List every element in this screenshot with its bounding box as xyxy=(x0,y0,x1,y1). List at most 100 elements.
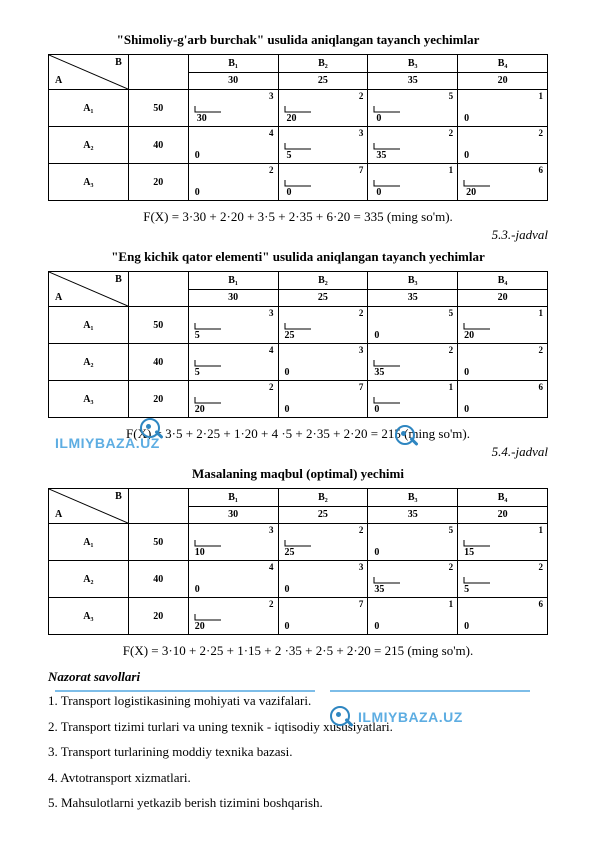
alloc: 0 xyxy=(374,404,379,415)
alloc: 0 xyxy=(464,113,469,124)
question-1: 1. Transport logistikasining mohiyati va… xyxy=(48,691,548,711)
diag-A: A xyxy=(55,509,62,520)
hdr-b3: B₃ xyxy=(368,272,458,290)
diag-A: A xyxy=(55,75,62,86)
alloc: 0 xyxy=(464,150,469,161)
cell: 20 xyxy=(458,344,548,381)
cell: 1 20 xyxy=(458,307,548,344)
alloc: 0 xyxy=(195,187,200,198)
cost: 6 xyxy=(539,165,544,175)
cap-b4: 20 xyxy=(458,289,548,307)
supply-a1: 50 xyxy=(128,524,188,561)
cap-b3: 35 xyxy=(368,72,458,90)
hdr-b4: B₄ xyxy=(458,272,548,290)
cost: 3 xyxy=(269,91,274,101)
cap-b1: 30 xyxy=(188,72,278,90)
table-row: A₃ 20 220 70 10 60 xyxy=(49,598,548,635)
cell: 235 xyxy=(368,344,458,381)
cost: 3 xyxy=(269,525,274,535)
hdr-b2: B₂ xyxy=(278,272,368,290)
spacer xyxy=(128,272,188,307)
alloc: 0 xyxy=(464,404,469,415)
cell: 35 xyxy=(188,307,278,344)
cell: 45 xyxy=(188,344,278,381)
table-row: A₁ 50 330 220 50 10 xyxy=(49,90,548,127)
cell: 30 xyxy=(278,344,368,381)
alloc: 0 xyxy=(195,150,200,161)
formula-1: F(X) = 3·30 + 2·20 + 3·5 + 2·35 + 6·20 =… xyxy=(48,209,548,225)
cell: 235 xyxy=(368,127,458,164)
cell: 10 xyxy=(458,90,548,127)
diag-header: A B xyxy=(49,55,129,90)
caption-1: 5.3.-jadval xyxy=(48,227,548,243)
diag-header: A B xyxy=(49,489,129,524)
alloc: 20 xyxy=(464,330,474,341)
alloc: 25 xyxy=(285,547,295,558)
hdr-b4: B₄ xyxy=(458,489,548,507)
cost: 4 xyxy=(269,128,274,138)
table-row: A₂ 40 45 30 235 20 xyxy=(49,344,548,381)
cost: 2 xyxy=(269,165,274,175)
row-a3: A₃ xyxy=(49,381,129,418)
title-3: Masalaning maqbul (optimal) yechimi xyxy=(48,466,548,482)
table-row: A₃ 20 220 70 10 60 xyxy=(49,381,548,418)
table-row: A₂ 40 40 30 235 25 xyxy=(49,561,548,598)
cell: 225 xyxy=(278,524,368,561)
cell: 60 xyxy=(458,381,548,418)
cell: 220 xyxy=(278,90,368,127)
caption-2: 5.4.-jadval xyxy=(48,444,548,460)
alloc: 0 xyxy=(374,330,379,341)
cell: 20 xyxy=(188,164,278,201)
alloc: 5 xyxy=(195,367,200,378)
row-a2: A₂ xyxy=(49,127,129,164)
alloc: 0 xyxy=(376,113,381,124)
cell: 10 xyxy=(368,381,458,418)
supply-a1: 50 xyxy=(128,90,188,127)
diag-A: A xyxy=(55,292,62,303)
supply-a3: 20 xyxy=(128,598,188,635)
cost: 1 xyxy=(539,91,544,101)
hdr-b1: B₁ xyxy=(188,489,278,507)
alloc: 0 xyxy=(287,187,292,198)
cell: 620 xyxy=(458,164,548,201)
alloc: 20 xyxy=(195,621,205,632)
cost: 1 xyxy=(539,308,544,318)
alloc: 10 xyxy=(195,547,205,558)
alloc: 25 xyxy=(285,330,295,341)
alloc: 30 xyxy=(197,113,207,124)
alloc: 0 xyxy=(464,367,469,378)
hdr-b4: B₄ xyxy=(458,55,548,73)
cell: 20 xyxy=(458,127,548,164)
cost: 5 xyxy=(449,308,454,318)
cap-b4: 20 xyxy=(458,506,548,524)
cost: 4 xyxy=(269,562,274,572)
cell: 35 xyxy=(278,127,368,164)
alloc: 0 xyxy=(376,187,381,198)
cost: 4 xyxy=(269,345,274,355)
cost: 3 xyxy=(359,128,364,138)
cell: 220 xyxy=(188,381,278,418)
diag-header: A B xyxy=(49,272,129,307)
supply-a2: 40 xyxy=(128,561,188,598)
cell: 2 20 xyxy=(188,598,278,635)
alloc: 5 xyxy=(464,584,469,595)
alloc: 20 xyxy=(287,113,297,124)
question-3: 3. Transport turlarining moddiy texnika … xyxy=(48,742,548,762)
cost: 2 xyxy=(269,599,274,609)
question-2: 2. Transport tizimi turlari va uning tex… xyxy=(48,717,548,737)
cost: 2 xyxy=(449,128,454,138)
alloc: 20 xyxy=(195,404,205,415)
supply-a1: 50 xyxy=(128,307,188,344)
row-a1: A₁ xyxy=(49,524,129,561)
cell: 10 xyxy=(368,598,458,635)
question-5: 5. Mahsulotlarni yetkazib berish tizimin… xyxy=(48,793,548,813)
cost: 2 xyxy=(539,562,544,572)
table-row: A₁ 50 310 225 50 115 xyxy=(49,524,548,561)
hdr-b2: B₂ xyxy=(278,489,368,507)
cap-b1: 30 xyxy=(188,289,278,307)
cap-b2: 25 xyxy=(278,72,368,90)
row-a3: A₃ xyxy=(49,164,129,201)
table-3: A B B₁ B₂ B₃ B₄ 30 25 35 20 A₁ 50 310 22… xyxy=(48,488,548,635)
cost: 7 xyxy=(359,165,364,175)
row-a1: A₁ xyxy=(49,90,129,127)
